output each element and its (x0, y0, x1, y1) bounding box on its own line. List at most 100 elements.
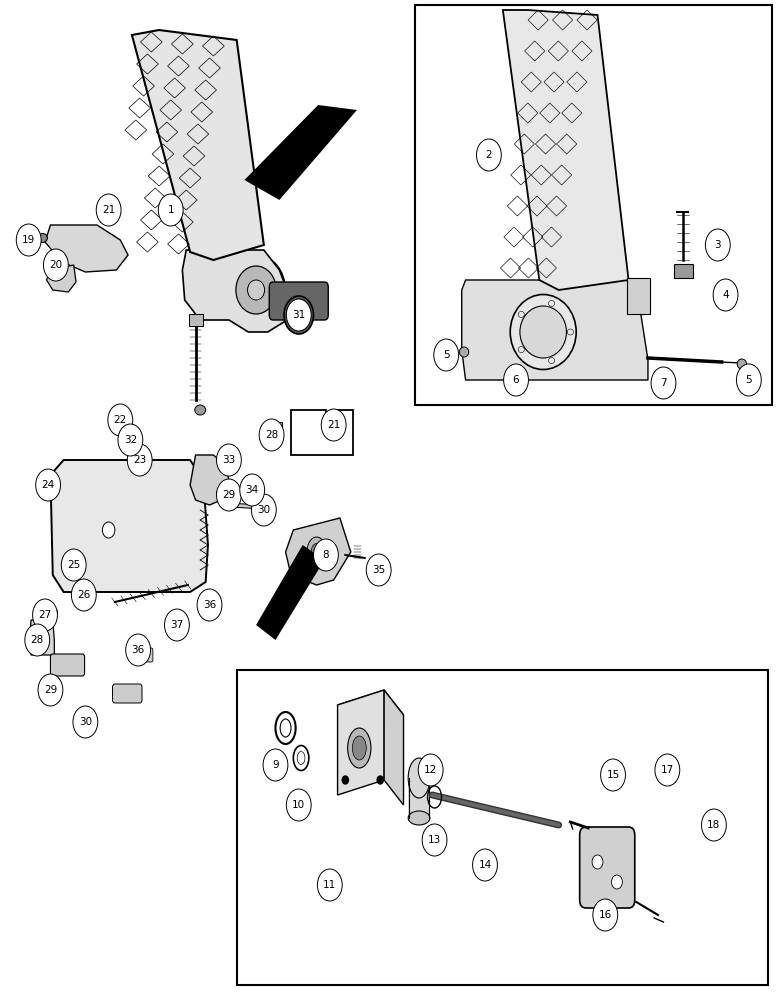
FancyBboxPatch shape (674, 264, 693, 278)
Text: 1: 1 (168, 205, 174, 215)
Circle shape (16, 224, 41, 256)
Ellipse shape (307, 537, 326, 567)
Text: 15: 15 (606, 770, 620, 780)
Circle shape (377, 776, 383, 784)
Circle shape (217, 479, 241, 511)
Circle shape (127, 444, 152, 476)
Ellipse shape (195, 405, 206, 415)
Circle shape (108, 404, 133, 436)
Circle shape (601, 759, 625, 791)
Circle shape (611, 875, 622, 889)
Text: 16: 16 (598, 910, 612, 920)
Circle shape (240, 474, 265, 506)
Circle shape (61, 549, 86, 581)
Circle shape (36, 631, 47, 645)
Text: 32: 32 (123, 435, 137, 445)
Text: 30: 30 (258, 505, 270, 515)
Text: 24: 24 (41, 480, 55, 490)
Circle shape (434, 339, 459, 371)
Circle shape (317, 869, 342, 901)
Bar (189, 314, 203, 326)
Text: 33: 33 (222, 455, 236, 465)
Polygon shape (265, 422, 282, 438)
Text: 36: 36 (203, 600, 217, 610)
Circle shape (73, 706, 98, 738)
Circle shape (71, 579, 96, 611)
Circle shape (592, 855, 603, 869)
Circle shape (476, 139, 501, 171)
Circle shape (705, 229, 730, 261)
Text: 12: 12 (424, 765, 438, 775)
Circle shape (286, 789, 311, 821)
FancyBboxPatch shape (134, 648, 153, 662)
Text: 2: 2 (486, 150, 492, 160)
Ellipse shape (311, 544, 322, 560)
Ellipse shape (520, 306, 566, 358)
FancyBboxPatch shape (113, 684, 142, 703)
Circle shape (655, 754, 680, 786)
Ellipse shape (84, 584, 90, 591)
Circle shape (102, 522, 115, 538)
Text: 35: 35 (372, 565, 386, 575)
Polygon shape (256, 545, 324, 640)
Circle shape (736, 364, 761, 396)
Text: 19: 19 (22, 235, 36, 245)
Ellipse shape (38, 233, 47, 242)
Ellipse shape (510, 294, 576, 369)
Text: 14: 14 (478, 860, 492, 870)
FancyBboxPatch shape (50, 654, 85, 676)
Circle shape (118, 424, 143, 456)
Text: 18: 18 (707, 820, 721, 830)
Circle shape (342, 776, 348, 784)
Ellipse shape (284, 296, 314, 334)
Polygon shape (190, 455, 229, 505)
Circle shape (702, 809, 726, 841)
Text: 10: 10 (293, 800, 305, 810)
Ellipse shape (248, 280, 265, 300)
Text: 26: 26 (77, 590, 91, 600)
FancyBboxPatch shape (408, 777, 430, 819)
Ellipse shape (227, 255, 286, 325)
Circle shape (422, 824, 447, 856)
Text: 4: 4 (722, 290, 729, 300)
Text: 22: 22 (113, 415, 127, 425)
Circle shape (96, 194, 121, 226)
Circle shape (504, 364, 528, 396)
Ellipse shape (240, 488, 249, 496)
Circle shape (251, 494, 276, 526)
Text: 11: 11 (323, 880, 337, 890)
Circle shape (36, 469, 61, 501)
Text: 36: 36 (131, 645, 145, 655)
Ellipse shape (236, 266, 276, 314)
Circle shape (473, 849, 497, 881)
Circle shape (259, 419, 284, 451)
Ellipse shape (287, 300, 310, 330)
Text: 27: 27 (38, 610, 52, 620)
Polygon shape (29, 620, 54, 655)
Text: 29: 29 (43, 685, 57, 695)
Circle shape (25, 624, 50, 656)
Polygon shape (47, 265, 76, 292)
Text: 31: 31 (292, 310, 306, 320)
Text: 30: 30 (79, 717, 92, 727)
Circle shape (651, 367, 676, 399)
Polygon shape (503, 10, 629, 290)
Circle shape (418, 754, 443, 786)
Text: 28: 28 (30, 635, 44, 645)
Polygon shape (132, 30, 264, 260)
Text: 9: 9 (272, 760, 279, 770)
Ellipse shape (78, 556, 85, 564)
Ellipse shape (408, 758, 430, 798)
Text: 8: 8 (323, 550, 329, 560)
Text: 20: 20 (50, 260, 62, 270)
Text: 28: 28 (265, 430, 279, 440)
Text: 6: 6 (513, 375, 519, 385)
Circle shape (158, 194, 183, 226)
Circle shape (43, 249, 68, 281)
Text: 17: 17 (660, 765, 674, 775)
Polygon shape (50, 460, 208, 592)
Circle shape (33, 599, 57, 631)
Text: 29: 29 (222, 490, 236, 500)
FancyBboxPatch shape (627, 278, 650, 314)
Text: 25: 25 (67, 560, 81, 570)
